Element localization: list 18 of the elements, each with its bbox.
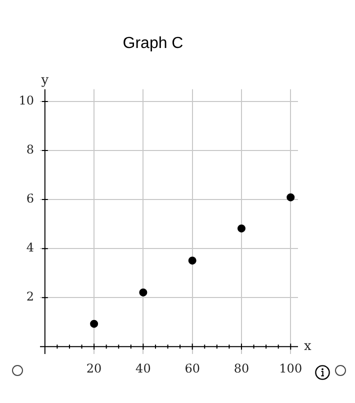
y-axis-title: y	[40, 73, 50, 88]
y-tick-label: 8	[26, 142, 34, 157]
x-tick-label: 100	[279, 361, 302, 376]
x-tick-label: 20	[86, 361, 102, 376]
x-tick-label: 60	[184, 361, 200, 376]
point	[188, 256, 196, 265]
point	[90, 320, 98, 328]
chart-title: Graph C	[122, 35, 184, 52]
x-axis-title: x	[304, 339, 312, 354]
y-tick-label: 2	[26, 290, 34, 304]
point	[139, 288, 148, 296]
y-tick-label: 10	[18, 94, 34, 108]
y-tick-label: 4	[26, 240, 34, 255]
point	[237, 224, 246, 232]
point	[286, 193, 295, 202]
x-tick-label: 40	[136, 361, 151, 376]
y-tick-label: 6	[26, 192, 34, 206]
x-tick-label: 80	[234, 361, 250, 376]
